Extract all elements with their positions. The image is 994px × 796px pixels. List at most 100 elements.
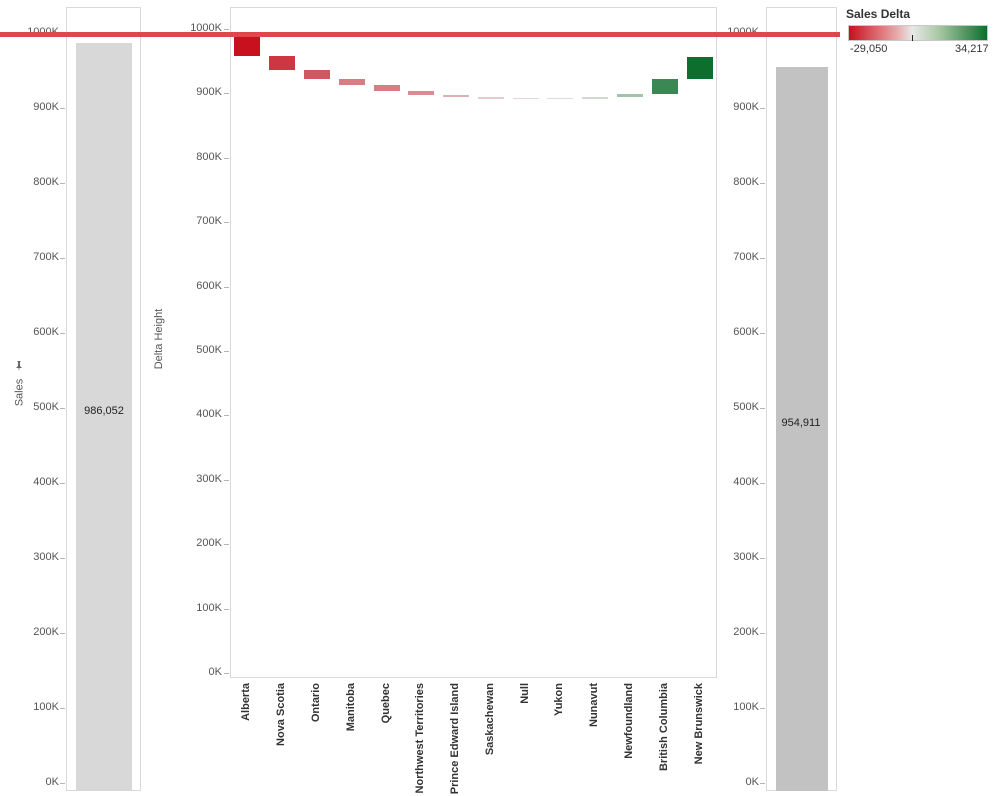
category-label: British Columbia <box>657 683 670 772</box>
right-y-tick-mark <box>760 708 765 709</box>
legend-gradient[interactable] <box>848 25 988 41</box>
left-y-tick-label: 500K <box>33 401 59 413</box>
category-label: Nunavut <box>588 683 601 727</box>
right-y-tick-mark <box>760 258 765 259</box>
category-label: Manitoba <box>344 683 357 732</box>
middle-y-tick-mark <box>224 286 229 288</box>
right-y-tick-label: 800K <box>733 176 759 188</box>
right-y-tick-mark <box>760 108 765 109</box>
right-y-tick-label: 100K <box>733 701 759 713</box>
middle-y-tick-mark <box>224 479 229 481</box>
left-y-tick-mark <box>60 408 65 409</box>
middle-y-tick-label: 600K <box>196 279 222 292</box>
delta-bar-nunavut[interactable] <box>582 97 609 99</box>
middle-y-tick-label: 500K <box>196 344 222 356</box>
middle-y-tick-mark <box>224 415 229 417</box>
middle-y-tick-mark <box>224 673 229 674</box>
delta-bar-saskachewan[interactable] <box>477 97 504 99</box>
category-label: Northwest Territories <box>414 683 427 794</box>
right-y-tick-mark <box>760 483 765 484</box>
delta-bar-ontario[interactable] <box>303 69 330 80</box>
middle-y-tick-label: 800K <box>196 150 222 163</box>
middle-y-tick-label: 300K <box>196 472 222 485</box>
delta-bar-yukon[interactable] <box>547 97 574 100</box>
middle-y-tick-label: 700K <box>196 215 222 228</box>
middle-y-tick-mark <box>224 544 229 546</box>
right-y-tick-label: 300K <box>733 551 759 563</box>
category-label: Ontario <box>309 683 322 723</box>
delta-bar-null[interactable] <box>512 97 539 100</box>
reference-line[interactable] <box>0 31 840 37</box>
left-y-tick-label: 200K <box>33 626 59 638</box>
legend-max-label: 34,217 <box>955 43 989 55</box>
right-y-tick-label: 200K <box>733 626 759 638</box>
middle-y-tick-mark <box>224 157 229 159</box>
delta-bar-british-columbia[interactable] <box>651 79 678 95</box>
delta-bar-prince-edward-island[interactable] <box>443 95 470 98</box>
left-y-tick-label: 0K <box>45 776 59 788</box>
middle-y-tick-label: 1000K <box>190 22 222 34</box>
middle-y-tick-label: 900K <box>196 86 222 99</box>
delta-bar-new-brunswick[interactable] <box>686 57 713 80</box>
delta-bar-quebec[interactable] <box>373 85 400 91</box>
middle-y-tick-mark <box>224 93 229 95</box>
middle-y-tick-mark <box>224 608 229 610</box>
category-label: Alberta <box>240 683 253 721</box>
left-y-tick-mark <box>60 633 65 634</box>
category-label: Quebec <box>379 683 392 724</box>
right-y-tick-label: 900K <box>733 101 759 113</box>
middle-y-tick-mark <box>224 222 229 224</box>
right-y-tick-mark <box>760 333 765 334</box>
right-y-tick-label: 500K <box>733 401 759 413</box>
middle-y-axis-title: Delta Height <box>153 308 165 370</box>
right-y-tick-mark <box>760 408 765 409</box>
middle-plot-area <box>230 7 717 678</box>
left-y-tick-label: 900K <box>33 101 59 113</box>
middle-y-tick-label: 0K <box>208 666 222 678</box>
left-y-tick-mark <box>60 783 65 784</box>
left-sales-bar[interactable] <box>76 43 132 791</box>
left-y-tick-mark <box>60 483 65 484</box>
category-label: New Brunswick <box>692 683 705 765</box>
left-y-tick-label: 400K <box>33 476 59 488</box>
delta-bar-northwest-territories[interactable] <box>408 90 435 96</box>
left-y-tick-mark <box>60 258 65 259</box>
category-label: Nova Scotia <box>275 683 288 746</box>
right-y-tick-label: 0K <box>745 776 759 788</box>
delta-bar-alberta[interactable] <box>234 37 261 57</box>
middle-y-tick-label: 200K <box>196 537 222 550</box>
category-label: Null <box>518 683 531 704</box>
legend-title: Sales Delta <box>846 7 911 21</box>
right-sales-bar[interactable] <box>776 66 828 791</box>
left-y-tick-mark <box>60 108 65 109</box>
left-bar-label: 986,052 <box>84 405 124 418</box>
legend-min-label: -29,050 <box>850 43 888 55</box>
left-y-tick-mark <box>60 183 65 184</box>
middle-y-tick-mark <box>224 351 229 352</box>
left-y-tick-label: 700K <box>33 251 59 263</box>
left-y-tick-label: 800K <box>33 176 59 188</box>
legend-zero-marker <box>912 35 914 41</box>
pin-icon[interactable] <box>14 361 24 374</box>
right-y-tick-label: 400K <box>733 476 759 488</box>
left-y-tick-label: 600K <box>33 326 59 338</box>
category-label: Saskachewan <box>483 683 496 756</box>
right-y-tick-mark <box>760 633 765 634</box>
left-y-tick-mark <box>60 333 65 334</box>
right-y-tick-label: 600K <box>733 326 759 338</box>
right-y-tick-label: 700K <box>733 251 759 263</box>
right-y-tick-mark <box>760 183 765 184</box>
middle-y-tick-label: 400K <box>196 408 222 421</box>
left-y-tick-mark <box>60 558 65 559</box>
delta-bar-manitoba[interactable] <box>338 79 365 85</box>
delta-bar-nova-scotia[interactable] <box>269 56 296 70</box>
left-y-tick-label: 300K <box>33 551 59 563</box>
left-y-tick-mark <box>60 708 65 709</box>
left-y-axis-title: Sales <box>13 360 26 410</box>
delta-bar-newfoundland[interactable] <box>617 94 644 98</box>
right-y-tick-mark <box>760 558 765 559</box>
right-bar-label: 954,911 <box>781 416 821 429</box>
right-y-tick-mark <box>760 783 765 784</box>
middle-y-tick-label: 100K <box>196 601 222 614</box>
category-label: Newfoundland <box>623 683 636 759</box>
